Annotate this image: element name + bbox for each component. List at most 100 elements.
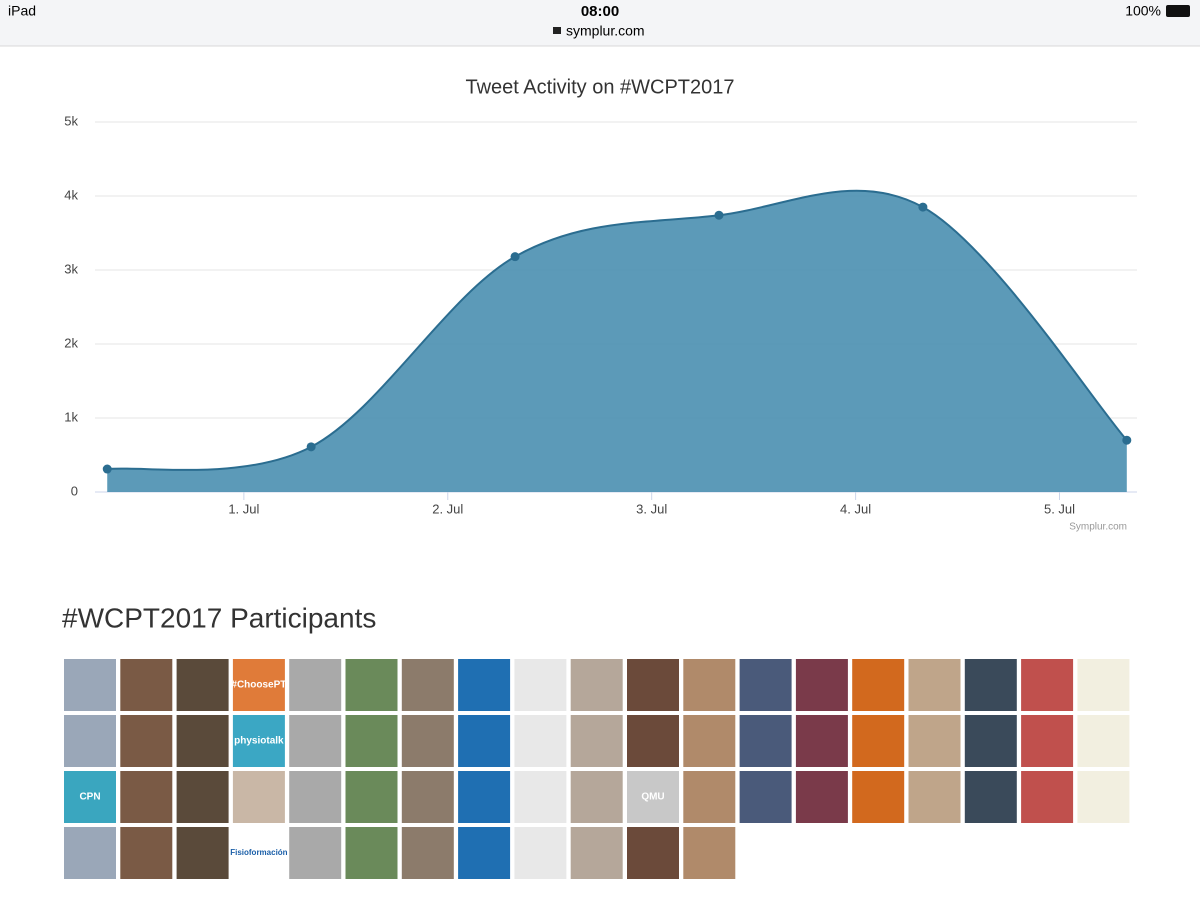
participant-avatar[interactable]	[908, 715, 961, 767]
area-fill	[107, 190, 1127, 492]
participant-avatar[interactable]	[1077, 771, 1130, 823]
x-tick-label: 3. Jul	[636, 501, 667, 516]
participant-avatar[interactable]	[1021, 659, 1074, 711]
avatar-text: QMU	[641, 792, 664, 803]
participant-avatar[interactable]	[120, 659, 173, 711]
participant-avatar[interactable]	[908, 771, 961, 823]
data-point[interactable]	[714, 210, 724, 220]
chart-credit[interactable]: Symplur.com	[1069, 522, 1127, 533]
participant-avatar[interactable]	[401, 659, 454, 711]
participant-avatar[interactable]	[232, 827, 285, 879]
data-point[interactable]	[102, 464, 112, 474]
participant-avatar[interactable]	[1077, 715, 1130, 767]
participant-avatar[interactable]	[232, 715, 285, 767]
avatar-text: #ChoosePT	[231, 680, 286, 691]
participant-avatar[interactable]	[401, 715, 454, 767]
url[interactable]: symplur.com	[566, 23, 645, 39]
participant-avatar[interactable]	[64, 659, 116, 711]
data-point[interactable]	[510, 252, 520, 262]
lock-icon	[553, 27, 561, 34]
participant-avatar[interactable]	[570, 771, 623, 823]
area-line	[107, 189, 1128, 471]
data-point[interactable]	[918, 202, 928, 212]
x-tick-label: 5. Jul	[1044, 501, 1075, 516]
participant-avatar[interactable]	[683, 659, 736, 711]
participant-avatar[interactable]	[627, 715, 679, 767]
participant-avatar[interactable]	[739, 715, 792, 767]
participant-avatar[interactable]	[739, 771, 792, 823]
participant-avatar[interactable]	[64, 827, 116, 879]
participant-avatar[interactable]	[795, 715, 848, 767]
participant-avatar[interactable]	[401, 827, 454, 879]
participant-avatar[interactable]	[458, 827, 511, 879]
participant-avatar[interactable]	[289, 715, 342, 767]
x-tick-label: 2. Jul	[432, 501, 463, 516]
participant-avatar[interactable]	[176, 659, 229, 711]
participant-avatar[interactable]	[345, 827, 398, 879]
y-tick-label: 1k	[64, 409, 78, 424]
participant-avatar[interactable]	[64, 771, 116, 823]
participant-avatar[interactable]	[514, 827, 567, 879]
participant-avatar[interactable]	[514, 715, 567, 767]
participant-avatar[interactable]	[176, 715, 229, 767]
participant-avatar[interactable]	[458, 715, 511, 767]
participant-avatar[interactable]	[345, 659, 398, 711]
participant-avatar[interactable]	[570, 715, 623, 767]
participant-avatar[interactable]	[964, 659, 1017, 711]
participant-avatar[interactable]	[232, 659, 285, 711]
participant-avatar[interactable]	[289, 659, 342, 711]
participant-avatar[interactable]	[683, 715, 736, 767]
participant-avatar[interactable]	[176, 771, 229, 823]
status-bar	[0, 0, 1200, 46]
data-point[interactable]	[306, 442, 316, 452]
participant-avatar[interactable]	[289, 827, 342, 879]
participant-avatar[interactable]	[627, 827, 679, 879]
y-tick-label: 0	[71, 483, 78, 498]
participant-avatar[interactable]	[401, 771, 454, 823]
device-name: iPad	[8, 3, 36, 19]
participant-avatar[interactable]	[120, 827, 173, 879]
participant-avatar[interactable]	[458, 659, 511, 711]
participant-avatar[interactable]	[1021, 771, 1074, 823]
y-tick-label: 4k	[64, 187, 78, 202]
participant-avatar[interactable]	[176, 827, 229, 879]
avatar-text: physiotalk	[234, 736, 284, 747]
chart-title: Tweet Activity on #WCPT2017	[465, 76, 734, 98]
participant-avatar[interactable]	[739, 659, 792, 711]
participant-avatar[interactable]	[514, 659, 567, 711]
y-tick-label: 3k	[64, 261, 78, 276]
participant-avatar[interactable]	[120, 771, 173, 823]
participant-avatar[interactable]	[852, 771, 905, 823]
clock: 08:00	[581, 3, 619, 20]
participant-avatar[interactable]	[232, 771, 285, 823]
participant-avatar[interactable]	[289, 771, 342, 823]
participants-title: #WCPT2017 Participants	[62, 602, 376, 633]
participant-avatar[interactable]	[852, 715, 905, 767]
participant-avatar[interactable]	[64, 715, 116, 767]
participant-avatar[interactable]	[1077, 659, 1130, 711]
x-tick-label: 4. Jul	[840, 501, 871, 516]
y-tick-label: 5k	[64, 113, 78, 128]
participant-avatar[interactable]	[1021, 715, 1074, 767]
participant-avatar[interactable]	[683, 827, 736, 879]
participant-avatar[interactable]	[852, 659, 905, 711]
data-point[interactable]	[1122, 435, 1132, 445]
participant-avatar[interactable]	[627, 771, 679, 823]
participant-avatar[interactable]	[795, 659, 848, 711]
participant-avatar[interactable]	[570, 659, 623, 711]
avatar-text: Fisioformación	[230, 848, 287, 857]
participant-avatar[interactable]	[514, 771, 567, 823]
participant-avatar[interactable]	[120, 715, 173, 767]
participant-avatar[interactable]	[570, 827, 623, 879]
participant-avatar[interactable]	[345, 715, 398, 767]
participant-avatar[interactable]	[795, 771, 848, 823]
participant-avatar[interactable]	[683, 771, 736, 823]
participant-avatar[interactable]	[458, 771, 511, 823]
participant-avatar[interactable]	[908, 659, 961, 711]
participant-avatar[interactable]	[964, 715, 1017, 767]
participant-avatar[interactable]	[964, 771, 1017, 823]
participant-avatar[interactable]	[627, 659, 679, 711]
participant-avatar[interactable]	[345, 771, 398, 823]
